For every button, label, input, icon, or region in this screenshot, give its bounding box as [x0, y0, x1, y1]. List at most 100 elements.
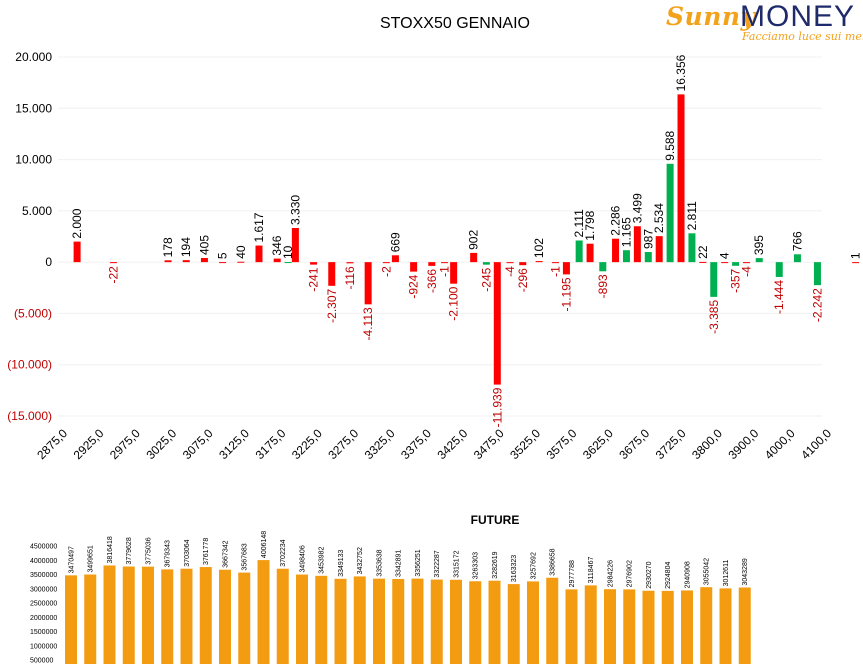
future-data-label: 3567683 [242, 543, 249, 570]
bar [793, 254, 801, 263]
future-bar [122, 566, 135, 664]
bar [310, 262, 318, 265]
future-bar [661, 590, 674, 664]
gridlines [58, 56, 822, 417]
future-data-label: 3453982 [319, 546, 326, 573]
data-label: -366 [425, 269, 439, 293]
bar [612, 238, 620, 263]
data-label: 395 [752, 235, 766, 255]
bar [677, 94, 685, 263]
chart-title: STOXX50 GENNAIO [380, 15, 530, 32]
bar [382, 262, 390, 264]
future-bar [161, 569, 174, 664]
data-label: 1.617 [252, 212, 266, 242]
bar [655, 236, 663, 263]
bars [73, 94, 860, 385]
future-bar [334, 578, 347, 664]
x-tick-label: 3025,0 [143, 426, 179, 462]
bar [562, 262, 570, 275]
data-label: 1.798 [583, 210, 597, 240]
future-data-label: 3055042 [704, 558, 711, 585]
bar [852, 262, 860, 264]
future-bar [507, 584, 520, 664]
future-bar [142, 566, 154, 664]
future-bar [488, 580, 501, 664]
future-y-tick-label: 4000000 [30, 558, 57, 565]
bar [575, 240, 583, 263]
bar [699, 261, 707, 263]
bar [813, 262, 821, 286]
data-label: -3.385 [707, 300, 721, 334]
future-bar [296, 574, 308, 664]
future-bar [719, 588, 732, 664]
data-label: 3.499 [630, 193, 644, 223]
data-label: -4.113 [361, 307, 375, 340]
future-y-tick-label: 3000000 [30, 586, 57, 593]
future-data-label: 3315172 [454, 550, 461, 577]
future-data-label: 2976902 [627, 560, 634, 587]
data-label: 40 [234, 245, 248, 259]
bar [291, 227, 299, 263]
future-data-label: 2924804 [665, 562, 672, 589]
bar [552, 262, 560, 264]
data-label: 346 [270, 235, 284, 255]
future-bar [604, 589, 616, 664]
data-label: 987 [641, 229, 655, 249]
data-label: -2.100 [447, 286, 461, 320]
data-label: 669 [388, 232, 402, 252]
future-data-label: 3432752 [357, 547, 364, 574]
bar [328, 262, 336, 286]
data-label: 4 [718, 252, 732, 259]
future-bar [738, 587, 751, 664]
data-label: 5 [216, 252, 230, 259]
bar [482, 262, 490, 265]
data-label: 902 [467, 230, 481, 250]
bar [586, 243, 594, 263]
data-label: -22 [106, 266, 120, 284]
future-data-label: 2930270 [646, 561, 653, 588]
bar [428, 262, 436, 266]
bar [775, 262, 783, 277]
data-label: 2.534 [652, 203, 666, 233]
x-tick-label: 2975,0 [107, 426, 143, 462]
future-data-label: 2984226 [608, 560, 615, 587]
x-tick-label: 3725,0 [653, 426, 689, 462]
bar [164, 260, 172, 263]
x-tick-label: 2875,0 [34, 426, 70, 462]
y-tick-label: 0 [45, 255, 52, 269]
future-bar [565, 589, 578, 664]
data-label: -1.195 [559, 277, 573, 311]
data-label: -4 [503, 266, 517, 277]
y-tick-label: 5.000 [22, 204, 52, 218]
future-data-label: 3043289 [742, 558, 749, 585]
data-label: 405 [197, 235, 211, 255]
future-data-label: 3322287 [434, 550, 441, 577]
data-label: 2.286 [609, 205, 623, 235]
bar [109, 262, 117, 264]
x-tick-label: 4100,0 [798, 426, 834, 462]
data-label: -245 [479, 267, 493, 291]
bar [410, 262, 418, 272]
future-bars [65, 560, 751, 664]
x-tick-label: 3475,0 [471, 426, 507, 462]
bar [710, 262, 718, 297]
bar [599, 262, 607, 272]
logo-sunny-text: Sunny [666, 2, 756, 31]
bar [755, 258, 763, 263]
future-bar [353, 576, 366, 664]
bar [255, 245, 263, 263]
x-axis-ticks: 2875,0 2925,0 2975,0 3025,0 3075,0 3125,0 3175… [34, 426, 834, 462]
future-data-label: 3257692 [531, 552, 538, 579]
x-tick-label: 3675,0 [616, 426, 652, 462]
data-label: -2.242 [810, 288, 824, 322]
future-bar [219, 569, 231, 664]
future-bar [411, 578, 424, 664]
future-data-labels: 3470497 3499651 3816418 3779628 3775036 36793… [69, 531, 750, 589]
future-data-label: 3703064 [184, 539, 191, 566]
future-bar [700, 587, 713, 664]
bar [535, 261, 543, 263]
future-data-label: 3163323 [511, 555, 518, 582]
future-chart-title: FUTURE [471, 513, 520, 527]
logo-money-text: MONEY [740, 0, 856, 33]
future-data-label: 3012611 [723, 560, 730, 587]
